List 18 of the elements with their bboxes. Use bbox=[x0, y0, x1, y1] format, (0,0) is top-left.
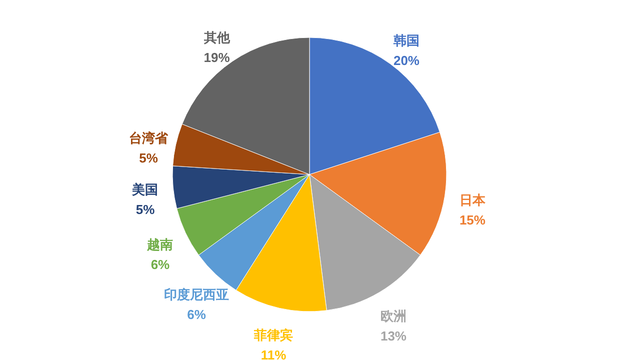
slice-label: 印度尼西亚 bbox=[164, 286, 230, 302]
slice-label: 日本 bbox=[459, 192, 486, 208]
slice-label: 其他 bbox=[202, 30, 231, 46]
slice-label: 越南 bbox=[146, 236, 174, 252]
data-label: 20% bbox=[393, 53, 420, 68]
slice-label: 菲律宾 bbox=[253, 328, 294, 343]
data-label: 6% bbox=[150, 256, 170, 272]
data-label: 5% bbox=[139, 150, 158, 166]
slice-label: 美国 bbox=[131, 182, 158, 198]
slice-label: 欧洲 bbox=[380, 308, 406, 324]
data-label: 11% bbox=[260, 348, 287, 361]
slice-label: 台湾省 bbox=[128, 130, 169, 146]
data-label: 13% bbox=[380, 328, 407, 344]
data-label: 6% bbox=[187, 306, 206, 322]
slice-label: 韩国 bbox=[392, 33, 420, 48]
data-label: 19% bbox=[204, 50, 230, 66]
data-label: 15% bbox=[459, 212, 486, 228]
data-label: 5% bbox=[136, 202, 156, 218]
